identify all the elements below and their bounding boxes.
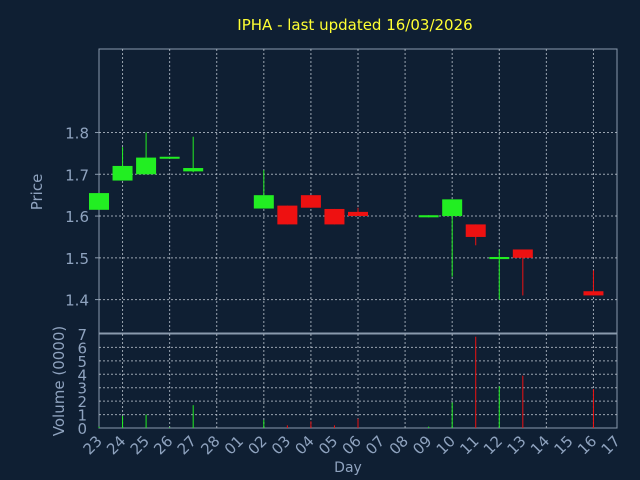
- day-tick-label: 06: [339, 432, 365, 458]
- price-tick-label: 1.4: [65, 292, 89, 310]
- volume-tick-label: 1: [77, 407, 87, 425]
- candle-body: [442, 199, 463, 217]
- price-tick-label: 1.6: [65, 208, 89, 226]
- day-axis: 2324252627280102030405060708091011121314…: [80, 432, 624, 458]
- day-tick-label: 17: [598, 432, 624, 458]
- candle-body: [512, 249, 533, 258]
- day-tick-label: 04: [292, 432, 318, 458]
- day-tick-label: 11: [456, 432, 482, 458]
- candle-body: [300, 195, 321, 208]
- day-tick-label: 14: [527, 432, 553, 458]
- price-tick-label: 1.8: [65, 125, 89, 143]
- day-tick-label: 03: [268, 432, 294, 458]
- candle-body: [253, 195, 274, 209]
- volume-tick-label: 3: [77, 380, 87, 398]
- day-tick-label: 05: [315, 432, 341, 458]
- candle-body: [348, 211, 368, 217]
- volume-plot-area: [98, 333, 618, 429]
- y-axis-label: Price: [28, 174, 46, 211]
- candle-body: [583, 291, 604, 296]
- price-axis: 1.4 1.5 1.6 1.7 1.8: [65, 125, 99, 310]
- day-tick-label: 27: [174, 432, 200, 458]
- chart-title: IPHA - last updated 16/03/2026: [237, 16, 472, 34]
- candles: [89, 132, 604, 300]
- candle-body: [418, 215, 439, 218]
- x-axis-label: Day: [334, 460, 362, 476]
- candle-body: [465, 224, 486, 237]
- volume-tick-label: 4: [77, 366, 87, 384]
- day-tick-label: 02: [244, 432, 270, 458]
- candle-body: [277, 205, 298, 225]
- candle-body: [324, 208, 345, 225]
- day-tick-label: 08: [386, 432, 412, 458]
- day-tick-label: 09: [409, 432, 435, 458]
- volume-tick-label: 6: [77, 339, 87, 357]
- day-tick-label: 16: [574, 432, 600, 458]
- candle-body: [489, 256, 510, 260]
- day-tick-label: 15: [551, 432, 577, 458]
- candle-body: [136, 157, 157, 175]
- volume-tick-label: 7: [77, 326, 87, 344]
- price-tick-label: 1.5: [65, 250, 89, 268]
- day-tick-label: 12: [480, 432, 506, 458]
- day-tick-label: 01: [221, 432, 247, 458]
- day-tick-label: 25: [127, 432, 153, 458]
- day-tick-label: 24: [103, 432, 129, 458]
- volume-bars: [98, 336, 594, 428]
- volume-tick-label: 2: [77, 393, 87, 411]
- day-tick-label: 10: [433, 432, 459, 458]
- day-tick-label: 26: [150, 432, 176, 458]
- volume-tick-label: 5: [77, 353, 87, 371]
- day-tick-label: 07: [362, 432, 388, 458]
- day-tick-label: 28: [197, 432, 223, 458]
- volume-tick-label: 0: [77, 420, 87, 438]
- candle-body: [112, 165, 133, 181]
- candle-body: [159, 156, 180, 159]
- volume-axis-label: Volume (0000): [50, 326, 68, 436]
- candle-body: [89, 193, 109, 210]
- day-tick-label: 13: [503, 432, 529, 458]
- candle-body: [183, 168, 204, 172]
- price-tick-label: 1.7: [65, 166, 89, 184]
